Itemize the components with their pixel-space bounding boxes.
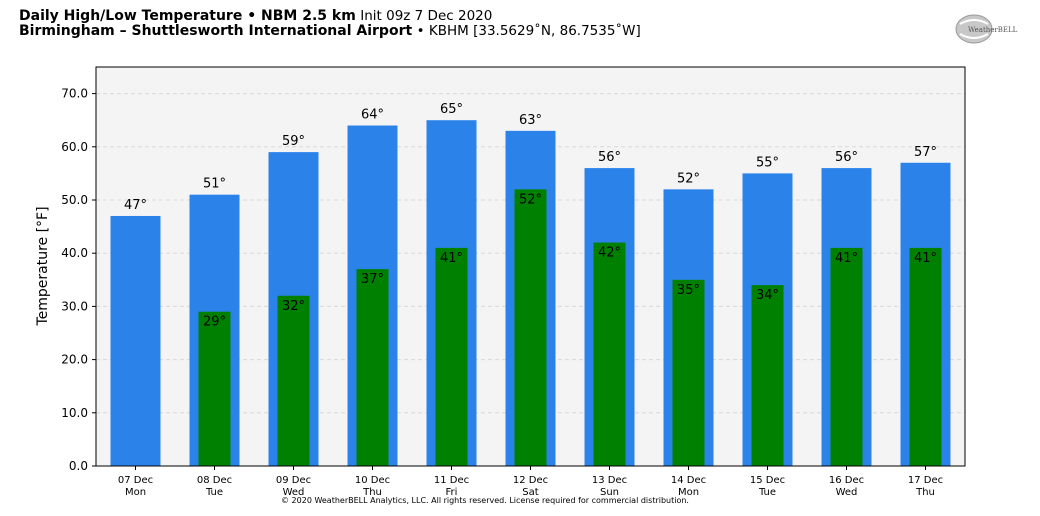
title-main: Daily High/Low Temperature • NBM 2.5 km	[19, 8, 356, 24]
x-tick-weekday: Mon	[678, 487, 699, 498]
x-tick-weekday: Mon	[125, 487, 146, 498]
x-tick-date: 17 Dec	[908, 475, 943, 486]
low-temp-label: 41°	[835, 251, 858, 266]
x-tick-weekday: Thu	[915, 487, 935, 498]
low-temp-label: 37°	[361, 272, 384, 287]
low-temp-bar	[435, 247, 468, 466]
high-temp-label: 64°	[361, 108, 384, 123]
high-temp-label: 65°	[440, 102, 463, 117]
y-tick-label: 50.0	[61, 193, 88, 207]
low-temp-bar	[514, 189, 547, 467]
x-tick-weekday: Sat	[522, 487, 538, 498]
low-temp-bar	[909, 247, 942, 466]
low-temp-bar	[198, 311, 231, 466]
low-temp-label: 41°	[914, 251, 937, 266]
low-temp-label: 42°	[598, 246, 621, 261]
x-tick-date: 09 Dec	[276, 475, 311, 486]
x-tick-weekday: Tue	[205, 487, 223, 498]
y-tick-label: 20.0	[61, 353, 88, 367]
x-tick-weekday: Fri	[446, 487, 458, 498]
x-tick-date: 12 Dec	[513, 475, 548, 486]
high-temp-label: 52°	[677, 171, 700, 186]
y-tick-label: 30.0	[61, 299, 88, 313]
high-temp-label: 56°	[598, 150, 621, 165]
y-tick-label: 60.0	[61, 140, 88, 154]
weatherbell-logo: WeatherBELL	[955, 14, 1018, 44]
high-temp-label: 47°	[124, 198, 147, 213]
low-temp-label: 52°	[519, 192, 542, 207]
y-axis-label: Temperature [°F]	[35, 206, 51, 326]
title-init: Init 09z 7 Dec 2020	[360, 8, 493, 24]
x-tick-date: 10 Dec	[355, 475, 390, 486]
low-temp-bar	[593, 242, 626, 466]
high-temp-label: 63°	[519, 113, 542, 128]
x-tick-date: 08 Dec	[197, 475, 232, 486]
logo-text: WeatherBELL	[968, 26, 1018, 34]
x-tick-weekday: Thu	[362, 487, 382, 498]
x-tick-date: 14 Dec	[671, 475, 706, 486]
bar-series	[110, 120, 951, 467]
high-temp-label: 59°	[282, 134, 305, 149]
high-temp-label: 51°	[203, 177, 226, 192]
x-tick-date: 11 Dec	[434, 475, 469, 486]
low-temp-bar	[277, 295, 310, 466]
low-temp-bar	[830, 247, 863, 466]
high-temp-label: 55°	[756, 155, 779, 170]
data-labels: 47° 51° 59° 64° 65° 63° 56° 52° 55° 56° 57° 29° 32° 3…	[124, 102, 937, 330]
low-temp-bar	[356, 269, 389, 466]
low-temp-bar	[672, 279, 705, 466]
x-tick-weekday: Tue	[758, 487, 776, 498]
location-detail: • KBHM [33.5629˚N, 86.7535˚W]	[416, 23, 641, 39]
low-temp-label: 32°	[282, 299, 305, 314]
y-tick-label: 0.0	[69, 459, 88, 473]
y-tick-label: 40.0	[61, 246, 88, 260]
low-temp-label: 29°	[203, 315, 226, 330]
x-tick-weekday: Wed	[283, 487, 305, 498]
chart-title: Daily High/Low Temperature • NBM 2.5 km …	[19, 8, 492, 24]
high-temp-bar	[110, 215, 161, 466]
y-tick-label: 70.0	[61, 87, 88, 101]
x-tick-date: 16 Dec	[829, 475, 864, 486]
copyright-notice: © 2020 WeatherBELL Analytics, LLC. All r…	[281, 496, 689, 505]
x-tick-date: 15 Dec	[750, 475, 785, 486]
x-tick-weekday: Wed	[836, 487, 858, 498]
chart-subtitle: Birmingham – Shuttlesworth International…	[19, 23, 641, 39]
y-tick-label: 10.0	[61, 406, 88, 420]
low-temp-label: 34°	[756, 288, 779, 303]
y-axis: 0.0 10.0 20.0 30.0 40.0 50.0 60.0 70.0	[61, 87, 96, 473]
location-name: Birmingham – Shuttlesworth International…	[19, 23, 413, 39]
high-temp-label: 57°	[914, 145, 937, 160]
low-temp-label: 35°	[677, 283, 700, 298]
x-tick-weekday: Sun	[600, 487, 619, 498]
high-temp-label: 56°	[835, 150, 858, 165]
x-tick-date: 13 Dec	[592, 475, 627, 486]
x-tick-date: 07 Dec	[118, 475, 153, 486]
low-temp-bar	[751, 285, 784, 466]
low-temp-label: 41°	[440, 251, 463, 266]
